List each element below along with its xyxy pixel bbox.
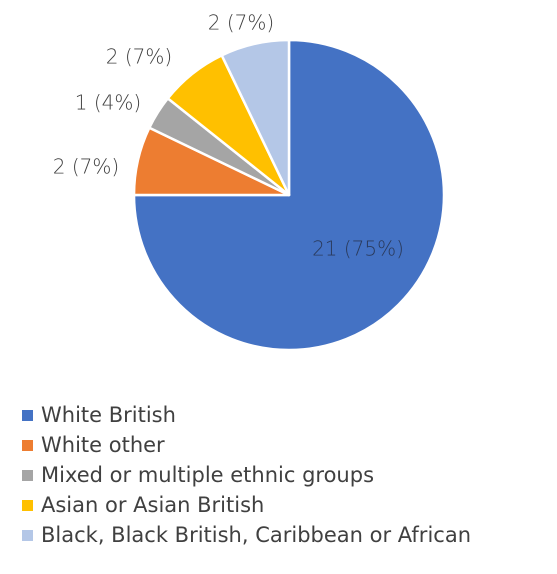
data-label-4: 2 (7%) (208, 11, 274, 35)
legend-label-4: Black, Black British, Caribbean or Afric… (41, 523, 471, 547)
legend-item-3: Asian or Asian British (22, 490, 557, 520)
legend-swatch-1 (22, 439, 33, 451)
legend-swatch-2 (22, 469, 33, 481)
legend-swatch-4 (22, 529, 33, 541)
legend-item-4: Black, Black British, Caribbean or Afric… (22, 520, 557, 550)
legend-item-0: White British (22, 400, 557, 430)
data-label-3: 2 (7%) (106, 45, 172, 69)
legend-label-3: Asian or Asian British (41, 493, 265, 517)
data-label-0: 21 (75%) (312, 237, 404, 261)
pie-slices (132, 38, 446, 352)
chart-legend: White British White other Mixed or multipl… (22, 400, 557, 550)
pie-slice-0 (132, 38, 446, 352)
pie-slice-4 (220, 38, 291, 197)
legend-swatch-0 (22, 409, 33, 421)
legend-label-1: White other (41, 433, 165, 457)
data-label-2: 1 (4%) (75, 91, 141, 115)
legend-item-1: White other (22, 430, 557, 460)
legend-label-2: Mixed or multiple ethnic groups (41, 463, 375, 487)
legend-swatch-3 (22, 499, 33, 511)
legend-item-2: Mixed or multiple ethnic groups (22, 460, 557, 490)
legend-label-0: White British (41, 403, 176, 427)
data-label-1: 2 (7%) (53, 155, 119, 179)
pie-data-labels: 21 (75%) 2 (7%) 1 (4%) 2 (7%) 2 (7%) (53, 11, 404, 261)
